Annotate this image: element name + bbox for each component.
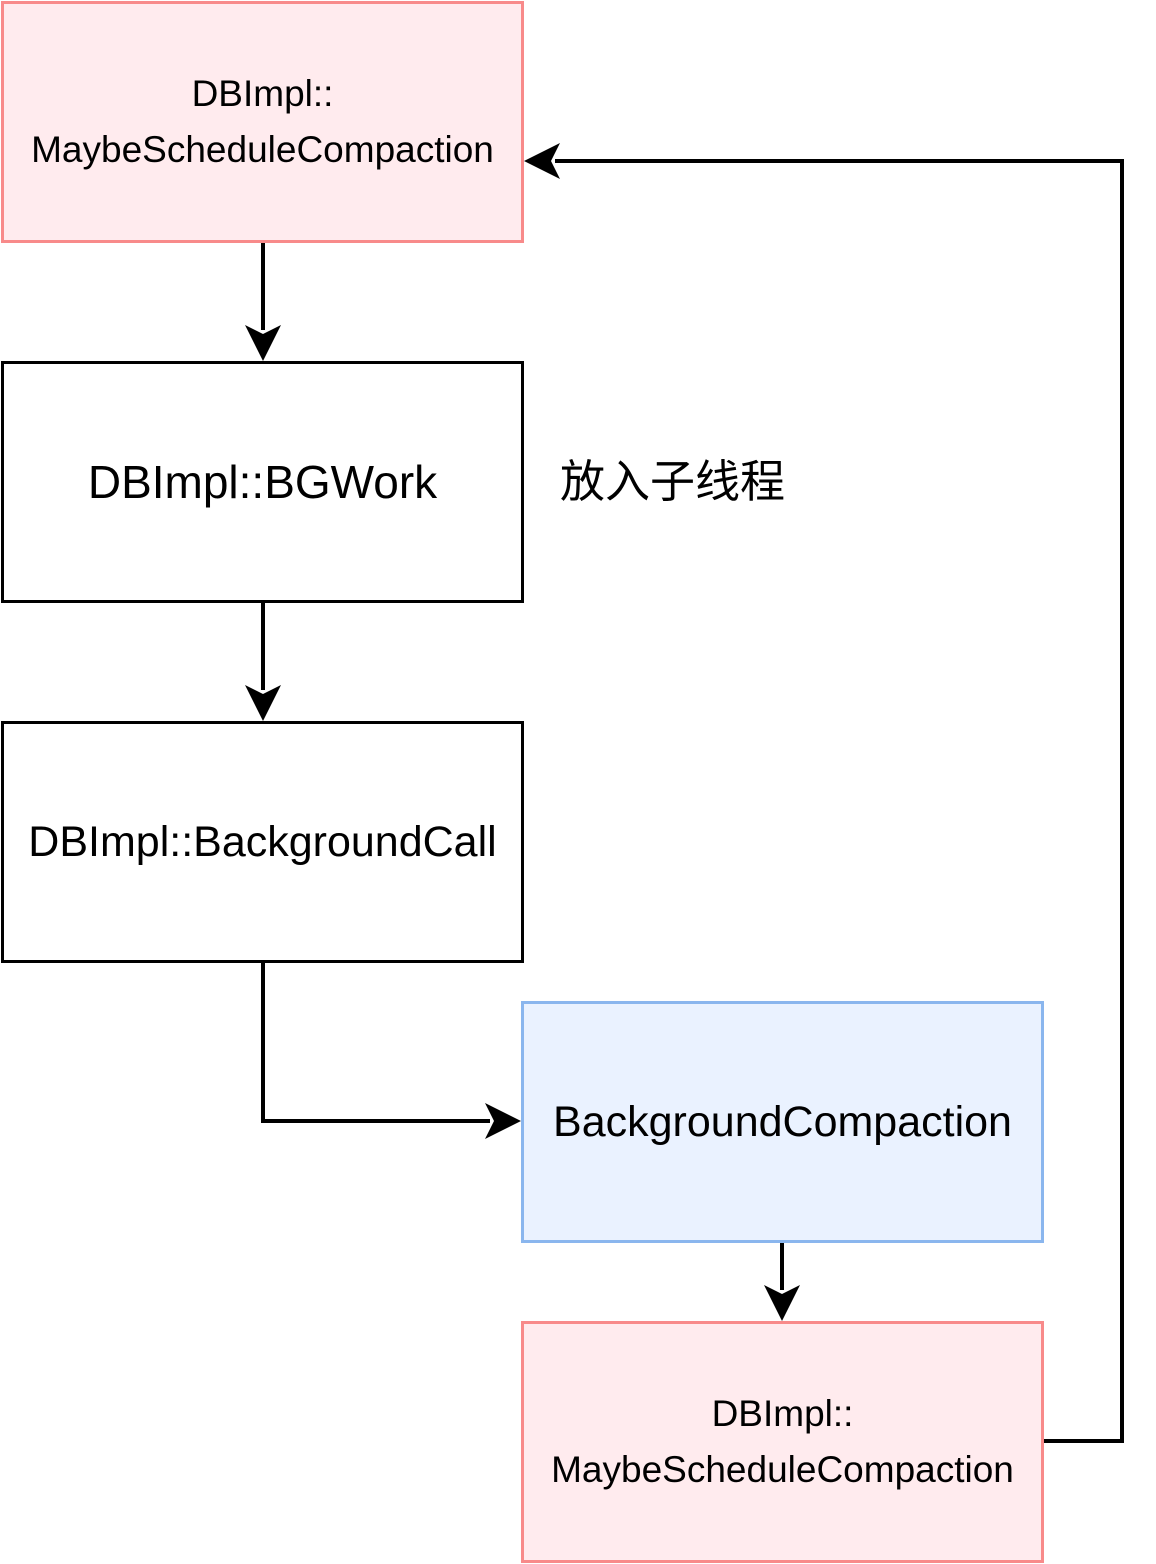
edge-backgroundcall-to-compaction xyxy=(261,963,521,1139)
edge-maybe-to-bgwork xyxy=(245,243,281,361)
node-label: BackgroundCompaction xyxy=(553,1098,1012,1146)
node-label-line2: MaybeScheduleCompaction xyxy=(551,1449,1014,1490)
node-background-call: DBImpl::BackgroundCall xyxy=(1,721,524,963)
node-maybe-schedule-compaction-bottom: DBImpl:: MaybeScheduleCompaction xyxy=(521,1321,1044,1563)
edge-bgwork-to-backgroundcall xyxy=(245,603,281,721)
node-bgwork: DBImpl::BGWork xyxy=(1,361,524,603)
node-label-line1: DBImpl:: xyxy=(711,1393,854,1434)
node-label: DBImpl::BackgroundCall xyxy=(28,818,497,866)
node-background-compaction: BackgroundCompaction xyxy=(521,1001,1044,1243)
node-label-line2: MaybeScheduleCompaction xyxy=(31,129,494,170)
node-label-line1: DBImpl:: xyxy=(191,73,334,114)
annotation-subthread: 放入子线程 xyxy=(560,455,786,508)
node-maybe-schedule-compaction-top: DBImpl:: MaybeScheduleCompaction xyxy=(1,1,524,243)
node-label: DBImpl::BGWork xyxy=(87,456,438,508)
edge-compaction-to-maybe xyxy=(764,1243,800,1321)
edge-loop-back xyxy=(524,143,1124,1443)
